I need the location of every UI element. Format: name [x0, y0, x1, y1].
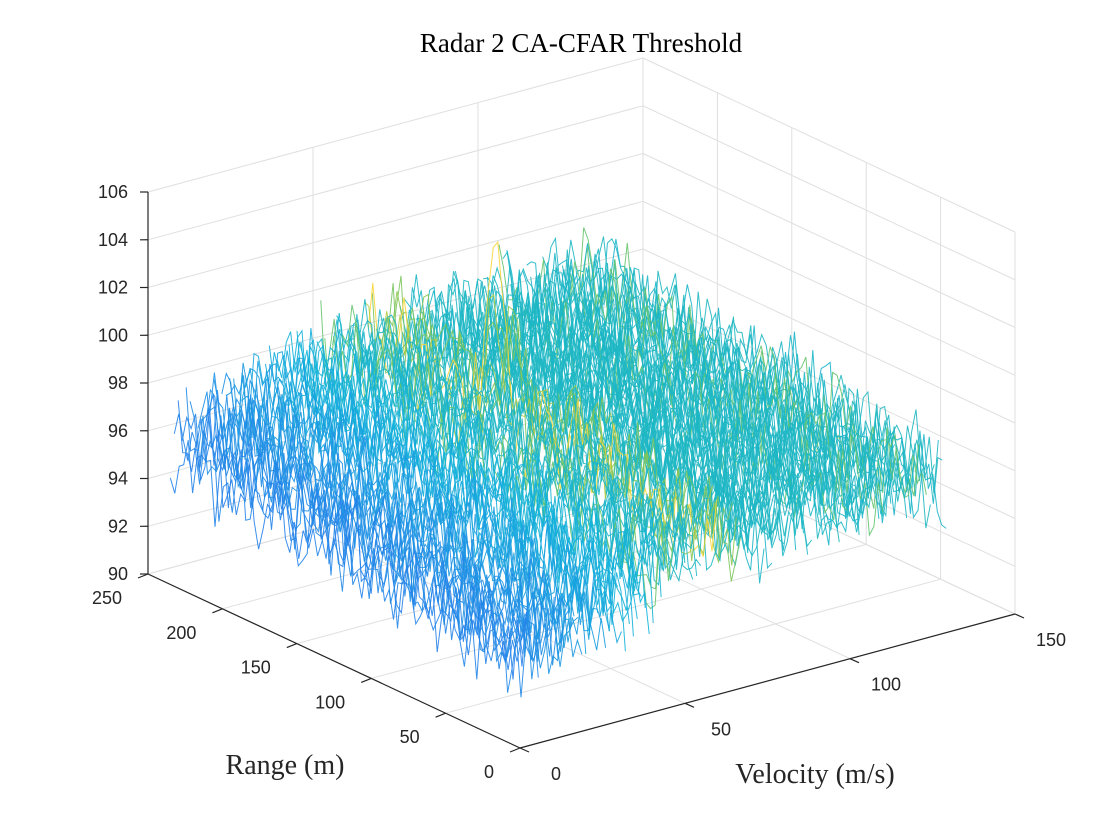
- x-tick-label: 0: [551, 764, 561, 784]
- y-tick-label: 50: [400, 727, 420, 747]
- side-wall-grid-line: [642, 439, 1016, 615]
- surface-mesh-line: [177, 400, 527, 680]
- x-axis-label: Velocity (m/s): [735, 759, 894, 790]
- back-wall-grid-line: [147, 200, 644, 336]
- y-tick-label: 200: [166, 623, 196, 643]
- y-tick-mark: [212, 608, 223, 614]
- y-tick-label: 150: [241, 658, 271, 678]
- back-wall-grid-line: [147, 57, 644, 193]
- y-tick-label: 250: [92, 588, 122, 608]
- x-tick-label: 100: [871, 675, 901, 695]
- side-wall-grid-line: [642, 57, 1016, 233]
- side-wall-grid-line: [642, 248, 1016, 424]
- surface-mesh-line: [538, 262, 888, 517]
- floor-grid-line: [371, 543, 867, 679]
- surface-mesh-line: [407, 287, 757, 556]
- surface-mesh-line: [276, 331, 626, 652]
- side-wall-grid-line: [642, 153, 1016, 328]
- z-tick-label: 98: [108, 373, 128, 393]
- x-tick-label: 50: [711, 719, 731, 739]
- x-tick-mark: [684, 702, 695, 708]
- floor-grid-line: [445, 578, 941, 714]
- y-tick-label: 0: [484, 762, 494, 782]
- surface-mesh-line: [478, 266, 828, 513]
- z-tick-label: 102: [98, 278, 128, 298]
- z-tick-label: 96: [108, 421, 128, 441]
- surface-mesh-line: [312, 329, 662, 598]
- back-wall-grid-line: [147, 105, 644, 241]
- surface-mesh-line: [474, 275, 824, 515]
- z-tick-label: 100: [98, 325, 128, 345]
- side-wall-grid-line: [642, 296, 1016, 472]
- surface-mesh-line: [419, 296, 769, 540]
- y-tick-mark: [509, 747, 521, 753]
- y-tick-label: 100: [315, 692, 345, 712]
- z-tick-label: 90: [108, 564, 128, 584]
- surface-mesh-line: [296, 330, 646, 609]
- floor-grid-line: [222, 474, 718, 610]
- z-tick-label: 106: [98, 182, 128, 202]
- surface-mesh-line: [245, 367, 595, 626]
- z-tick-label: 94: [108, 469, 128, 489]
- surface-mesh-line: [403, 298, 753, 554]
- z-tick-label: 104: [98, 230, 128, 250]
- surface-mesh-line: [201, 405, 551, 663]
- x-tick-mark: [849, 658, 860, 664]
- y-tick-mark: [137, 573, 149, 579]
- y-tick-mark: [360, 677, 372, 683]
- surface-mesh-line: [554, 267, 904, 519]
- x-tick-mark: [1014, 613, 1025, 619]
- surface-mesh-line: [483, 265, 832, 536]
- x-axis-line: [519, 613, 1016, 749]
- chart-title: Radar 2 CA-CFAR Threshold: [420, 28, 743, 58]
- y-axis-label: Range (m): [226, 750, 345, 781]
- x-tick-mark: [519, 747, 530, 753]
- axes-layer: [137, 191, 1025, 753]
- y-tick-mark: [435, 712, 446, 718]
- x-tick-label: 150: [1036, 630, 1066, 650]
- surface-mesh-line: [169, 440, 519, 664]
- surface-mesh: [169, 227, 947, 698]
- side-wall-grid-line: [642, 200, 1016, 376]
- y-tick-mark: [286, 643, 298, 649]
- surface-mesh-line: [502, 250, 852, 546]
- y-axis-line: [147, 573, 521, 749]
- side-wall-grid-line: [642, 105, 1016, 281]
- back-wall-grid-line: [147, 153, 644, 288]
- z-tick-label: 92: [108, 516, 128, 536]
- tick-labels: 0 50 100 150 0 50 100 150 200 250 90 92 94 96 98 100 102…: [92, 182, 1066, 784]
- surface-mesh-line: [173, 413, 523, 667]
- surface-mesh-line: [213, 378, 563, 675]
